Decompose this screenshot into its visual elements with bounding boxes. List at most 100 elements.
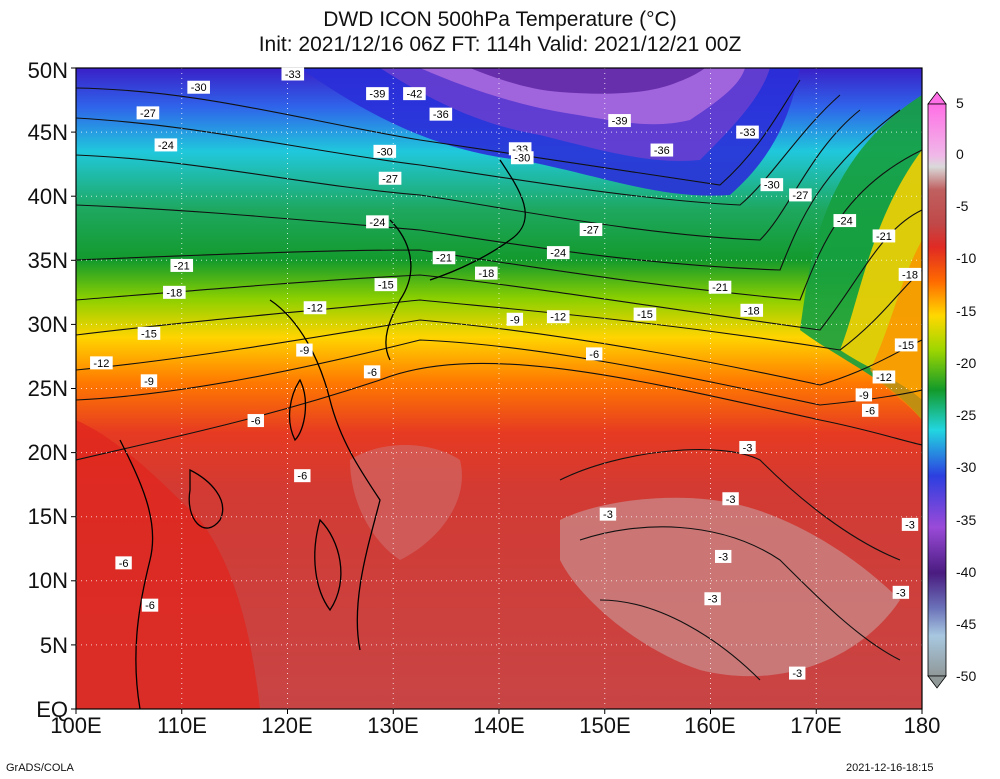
- contour-label-box: [546, 246, 570, 260]
- contour-label-box: [281, 67, 305, 81]
- credit-grads: GrADS/COLA: [6, 762, 74, 774]
- contour-label-text: -21: [876, 231, 892, 243]
- contour-label-box: [163, 285, 186, 299]
- lon-label-100e: 100E: [50, 713, 102, 738]
- contour-label-text: -15: [898, 340, 914, 352]
- contour-label-text: -33: [285, 69, 301, 81]
- contour-label-text: -3: [708, 594, 718, 606]
- contour-label: -15: [894, 338, 918, 352]
- contour-label: -6: [861, 403, 879, 417]
- lat-label-15n: 15N: [27, 504, 68, 529]
- contour-label: -3: [901, 517, 919, 531]
- lon-label-160e: 160E: [684, 713, 736, 738]
- contour-label-box: [140, 374, 158, 388]
- contour-label-text: -6: [589, 349, 599, 361]
- colorbar-label: -45: [956, 616, 977, 632]
- lat-label-35n: 35N: [27, 248, 68, 273]
- contour-label: -39: [366, 87, 389, 101]
- timestamp: 2021-12-16-18:15: [846, 762, 934, 774]
- contour-label: -18: [163, 285, 186, 299]
- contour-label-text: -18: [478, 268, 494, 280]
- contour-label: -6: [585, 347, 603, 361]
- contour-label: -3: [739, 440, 756, 454]
- contour-label: -33: [736, 125, 759, 139]
- contour-label-box: [429, 107, 453, 121]
- contour-label-text: -27: [792, 190, 808, 202]
- contour-label-box: [872, 229, 896, 243]
- contour-label-box: [708, 280, 732, 294]
- contour-label-text: -36: [654, 145, 670, 157]
- contour-label-text: -24: [550, 248, 566, 260]
- contour-label-box: [894, 338, 918, 352]
- contour-label-box: [294, 469, 311, 483]
- contour-label-text: -15: [378, 280, 394, 292]
- contour-label-text: -3: [743, 442, 753, 454]
- contour-label-box: [187, 80, 210, 94]
- contour-label-text: -21: [712, 282, 728, 294]
- contour-label: -33: [281, 67, 305, 81]
- colorbar: [927, 91, 947, 689]
- lon-label-130e: 130E: [367, 713, 419, 738]
- contour-label-text: -24: [369, 217, 385, 229]
- contour-label-box: [855, 388, 873, 402]
- contour-label-text: -3: [896, 587, 906, 599]
- contour-label: -3: [789, 666, 806, 680]
- contour-label-box: [740, 303, 764, 317]
- contour-labels: -33-30-39 -42-27 -36-39-33-24-30 -33-30-36-…: [90, 67, 922, 680]
- contour-label-box: [137, 326, 161, 340]
- contour-label: -6: [363, 365, 381, 379]
- contour-label-box: [366, 87, 389, 101]
- contour-label-box: [901, 517, 919, 531]
- contour-label-text: -39: [369, 89, 385, 101]
- contour-label-box: [432, 251, 456, 265]
- contour-label: -6: [141, 598, 159, 612]
- contour-label-box: [546, 310, 570, 324]
- contour-label: -24: [154, 138, 178, 152]
- map-field: [76, 68, 922, 709]
- contour-label-box: [579, 223, 603, 237]
- contour-label: -24: [546, 246, 570, 260]
- lat-label-45n: 45N: [27, 120, 68, 145]
- contour-label: -21: [872, 229, 896, 243]
- contour-label: -6: [115, 556, 132, 570]
- contour-label: -3: [704, 592, 721, 606]
- contour-label-box: [154, 138, 178, 152]
- contour-label: -18: [898, 267, 922, 281]
- contour-label-text: -30: [377, 146, 393, 158]
- chart-subtitle: Init: 2021/12/16 06Z FT: 114h Valid: 202…: [258, 33, 742, 56]
- contour-label: -12: [872, 370, 896, 384]
- colorbar-label: -50: [956, 668, 977, 684]
- contour-label: -21: [170, 258, 194, 272]
- lat-label-eq: EQ: [36, 697, 68, 722]
- contour-label: -30: [373, 144, 397, 158]
- chart-title: DWD ICON 500hPa Temperature (°C): [323, 8, 677, 31]
- lat-label-50n: 50N: [27, 58, 68, 83]
- lon-label-150e: 150E: [579, 713, 631, 738]
- contour-label-text: -3: [726, 494, 736, 506]
- contour-label-text: -6: [367, 367, 377, 379]
- contour-label-box: [599, 507, 617, 521]
- contour-label-text: -24: [158, 140, 174, 152]
- contour-label-text: -39: [612, 116, 628, 128]
- contour-label: -30: [760, 178, 784, 192]
- contour-label-box: [170, 258, 194, 272]
- contour-label-box: [714, 549, 732, 563]
- contour-label-box: [585, 347, 603, 361]
- lon-label-120e: 120E: [261, 713, 313, 738]
- contour-label-box: [378, 171, 402, 185]
- colorbar-max-arrow: [927, 91, 947, 105]
- contour-label-text: -36: [433, 109, 449, 121]
- contour-label-box: [898, 267, 922, 281]
- contour-label: -9: [506, 312, 524, 326]
- contour-label-text: -3: [603, 509, 613, 521]
- contour-label-box: [303, 301, 327, 315]
- contour-label: -27: [789, 188, 812, 202]
- contour-label-text: -9: [859, 390, 869, 402]
- contour-label-box: [861, 403, 879, 417]
- contour-label-text: -18: [902, 269, 918, 281]
- contour-label-box: [789, 666, 806, 680]
- colorbar-label: -10: [956, 250, 977, 266]
- contour-label-box: [872, 370, 896, 384]
- contour-label: -30: [510, 151, 534, 165]
